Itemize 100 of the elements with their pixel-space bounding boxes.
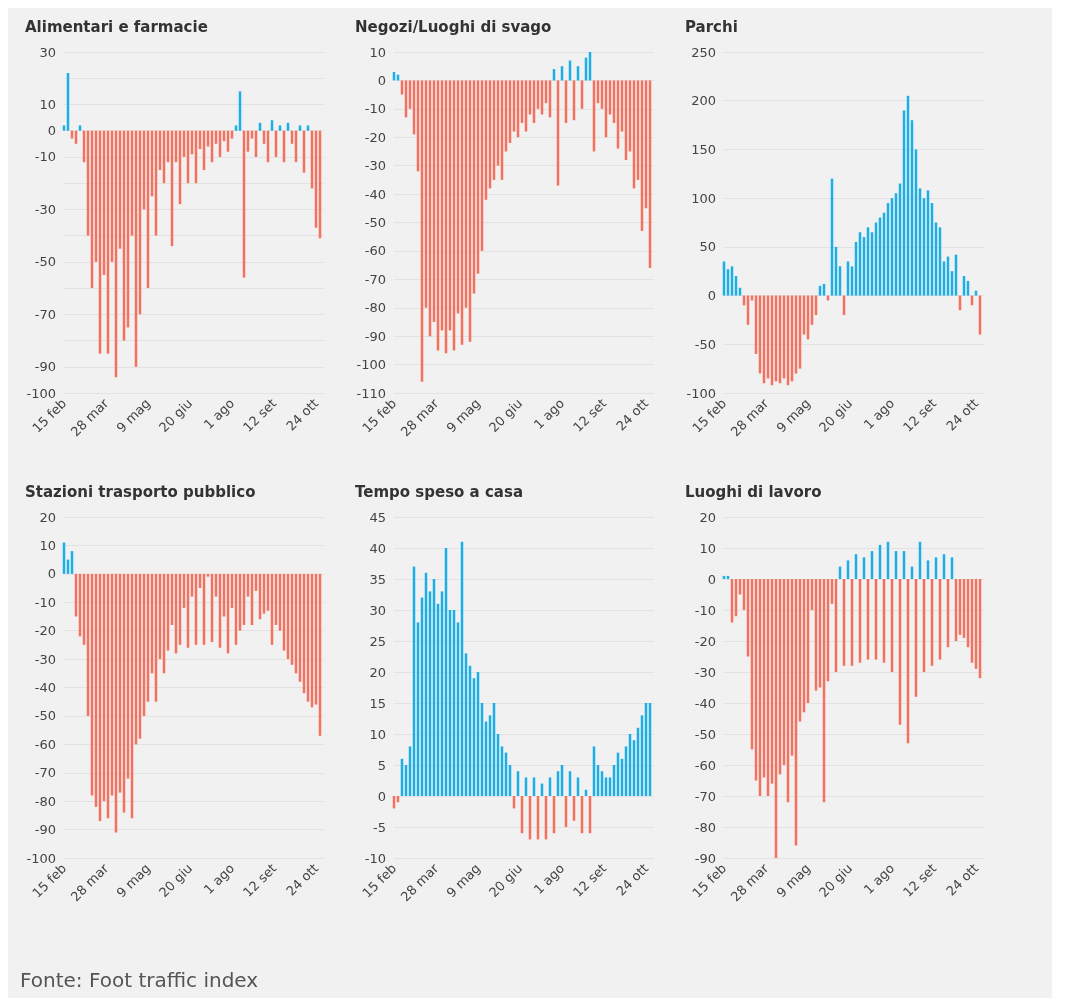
bar [306,125,310,131]
y-tick-label: 0 [707,288,716,304]
chart-title: Parchi [685,17,738,36]
y-tick-label: -110 [356,385,386,401]
y-tick-label: -60 [364,243,386,259]
x-tick-label: 12 set [570,860,610,900]
x-tick-label: 12 set [240,860,280,900]
y-tick-label: 10 [369,726,386,742]
y-tick-label: -20 [364,129,386,145]
y-tick-label: -30 [364,158,386,174]
y-tick-label: -100 [26,385,56,401]
x-tick-label: 12 set [900,395,940,435]
y-tick-label: 0 [707,571,716,587]
y-tick-label: -40 [694,695,716,711]
x-tick-label: 20 giu [485,860,526,901]
x-tick-label: 1 ago [530,395,568,433]
x-tick-label: 12 set [570,395,610,435]
y-tick-label: 40 [369,540,386,556]
x-tick-label: 1 ago [860,395,898,433]
y-tick-label: -50 [34,708,56,724]
y-tick-label: 10 [39,537,56,553]
y-tick-label: -40 [34,680,56,695]
x-tick-label: 20 giu [815,395,856,436]
y-tick-label: 25 [369,633,386,649]
x-tick-label: 20 giu [155,395,196,436]
chart-title: Stazioni trasporto pubblico [25,482,256,501]
y-tick-label: 30 [369,602,386,618]
y-tick-label: 15 [369,695,386,711]
x-tick-label: 24 ott [943,860,982,899]
y-tick-label: -50 [694,726,716,742]
y-tick-label: -90 [694,850,716,866]
x-tick-label: 24 ott [283,860,322,899]
y-tick-label: -30 [694,664,716,680]
y-tick-label: -70 [364,271,386,287]
y-tick-label: -30 [34,651,56,667]
y-tick-label: 5 [377,757,386,773]
y-tick-label: -10 [364,101,386,117]
x-tick-label: 24 ott [943,395,982,434]
chart-title: Negozi/Luoghi di svago [355,17,552,36]
y-tick-label: 30 [39,44,56,60]
y-tick-label: -60 [694,757,716,773]
y-tick-label: -100 [686,385,716,401]
y-tick-label: 10 [699,540,716,556]
x-tick-label: 12 set [900,860,940,900]
x-tick-label: 24 ott [613,860,652,899]
y-tick-label: 20 [369,664,386,680]
y-tick-label: -30 [34,201,56,217]
y-tick-label: -70 [694,788,716,804]
chart-title: Tempo speso a casa [355,482,524,501]
x-tick-label: 20 giu [485,395,526,436]
y-tick-label: 20 [39,509,56,525]
x-tick-label: 1 ago [530,860,568,898]
bar [298,125,302,131]
y-tick-label: -10 [364,850,386,866]
x-tick-label: 24 ott [613,395,652,434]
y-tick-label: -80 [364,300,386,316]
y-tick-label: -90 [364,328,386,344]
y-tick-label: -80 [694,819,716,835]
bar [62,125,66,131]
y-tick-label: -100 [26,850,56,866]
y-tick-label: -10 [34,594,56,610]
y-tick-label: -40 [364,186,386,202]
y-tick-label: -20 [34,623,56,639]
bar [78,125,82,131]
x-tick-label: 24 ott [283,395,322,434]
y-tick-label: -50 [34,254,56,270]
y-tick-label: 35 [369,571,386,587]
y-tick-label: -60 [34,736,56,752]
bar [278,125,282,131]
y-tick-label: 150 [691,141,716,157]
y-tick-label: 45 [369,509,386,525]
x-tick-label: 12 set [240,395,280,435]
chart-title: Alimentari e farmacie [25,17,208,36]
y-tick-label: -10 [34,149,56,165]
y-tick-label: 10 [369,44,386,60]
y-tick-label: 20 [699,509,716,525]
y-tick-label: 0 [377,72,386,88]
y-tick-label: -80 [34,793,56,809]
x-tick-label: 20 giu [155,860,196,901]
y-tick-label: 250 [691,44,716,60]
y-tick-label: 0 [377,788,386,804]
y-tick-label: -20 [694,633,716,649]
y-tick-label: -50 [364,215,386,230]
y-tick-label: 0 [47,123,56,139]
y-tick-label: 100 [691,190,716,206]
y-tick-label: 0 [47,566,56,582]
y-tick-label: -90 [34,822,56,838]
y-tick-label: -70 [34,306,56,322]
y-tick-label: -50 [694,336,716,352]
y-tick-label: -70 [34,765,56,781]
y-tick-label: -10 [694,602,716,618]
y-tick-label: 50 [699,239,716,255]
y-tick-label: -100 [356,357,386,373]
y-tick-label: 10 [39,96,56,112]
x-tick-label: 1 ago [200,395,238,433]
y-tick-label: -5 [373,819,386,835]
x-tick-label: 1 ago [200,860,238,898]
y-tick-label: 200 [691,93,716,109]
source-note: Fonte: Foot traffic index [20,968,260,992]
chart-title: Luoghi di lavoro [685,482,822,501]
